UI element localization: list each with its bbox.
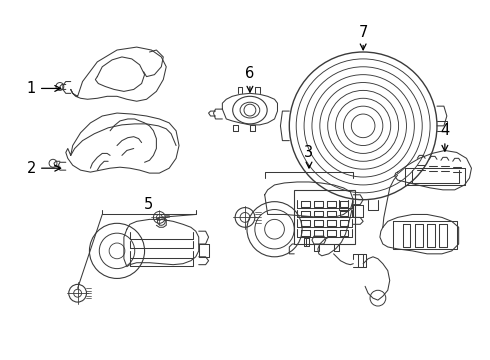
Text: 6: 6 <box>245 66 254 92</box>
Text: 2: 2 <box>26 161 61 176</box>
Text: 5: 5 <box>144 197 153 212</box>
Text: 3: 3 <box>304 145 314 168</box>
Bar <box>294 190 355 244</box>
Text: 4: 4 <box>440 123 449 151</box>
Text: 1: 1 <box>27 81 61 96</box>
Text: 7: 7 <box>359 25 368 50</box>
